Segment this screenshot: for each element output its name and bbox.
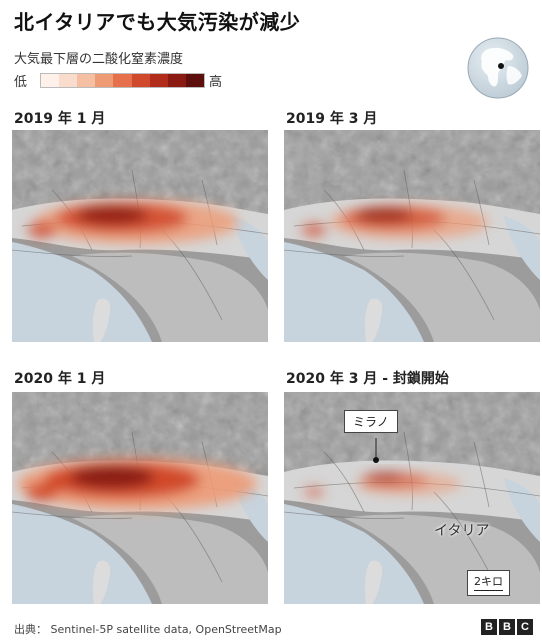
map-panel-2019-mar <box>284 130 540 342</box>
globe-locator-icon <box>467 37 529 99</box>
map-svg <box>284 392 540 604</box>
color-scale-swatch <box>59 74 78 87</box>
bbc-logo-letter: C <box>517 619 533 635</box>
panel-label-2020-mar: 2020 年 3 月 - 封鎖開始 <box>286 371 449 387</box>
no2-plume <box>17 458 257 510</box>
color-scale-swatch <box>167 74 186 87</box>
map-panel-2020-mar: ミラノ イタリア 2キロ <box>284 392 540 604</box>
italy-label: イタリア <box>434 523 490 539</box>
legend-label: 大気最下層の二酸化窒素濃度 <box>14 52 184 67</box>
color-scale-swatch <box>131 74 150 87</box>
milan-marker <box>373 457 379 463</box>
legend-low-label: 低 <box>14 75 28 90</box>
panel-label-2019-mar: 2019 年 3 月 <box>286 111 378 127</box>
distance-scale-label: 2キロ <box>474 575 503 588</box>
color-scale-swatch <box>41 74 60 87</box>
milan-label: ミラノ <box>344 410 398 433</box>
page-title: 北イタリアでも大気汚染が減少 <box>14 10 301 34</box>
bbc-logo-letter: B <box>499 619 515 635</box>
bbc-logo: B B C <box>481 619 533 635</box>
color-scale-swatch <box>113 74 132 87</box>
color-scale-swatch <box>185 74 204 87</box>
source-credit: 出典： Sentinel-5P satellite data, OpenStre… <box>14 623 282 636</box>
distance-scale: 2キロ <box>467 570 510 596</box>
color-scale-swatch <box>95 74 114 87</box>
panel-label-2020-jan: 2020 年 1 月 <box>14 371 106 387</box>
no2-plume <box>27 200 239 244</box>
map-svg <box>12 130 268 342</box>
map-svg <box>284 130 540 342</box>
color-scale-swatch <box>149 74 168 87</box>
map-panel-2020-jan <box>12 392 268 604</box>
map-panel-2019-jan <box>12 130 268 342</box>
map-svg <box>12 392 268 604</box>
legend-high-label: 高 <box>209 75 223 90</box>
color-scale-swatch <box>77 74 96 87</box>
bbc-logo-letter: B <box>481 619 497 635</box>
panel-label-2019-jan: 2019 年 1 月 <box>14 111 106 127</box>
no2-plume <box>304 472 462 498</box>
no2-plume <box>301 205 489 239</box>
color-scale-bar <box>40 73 205 88</box>
